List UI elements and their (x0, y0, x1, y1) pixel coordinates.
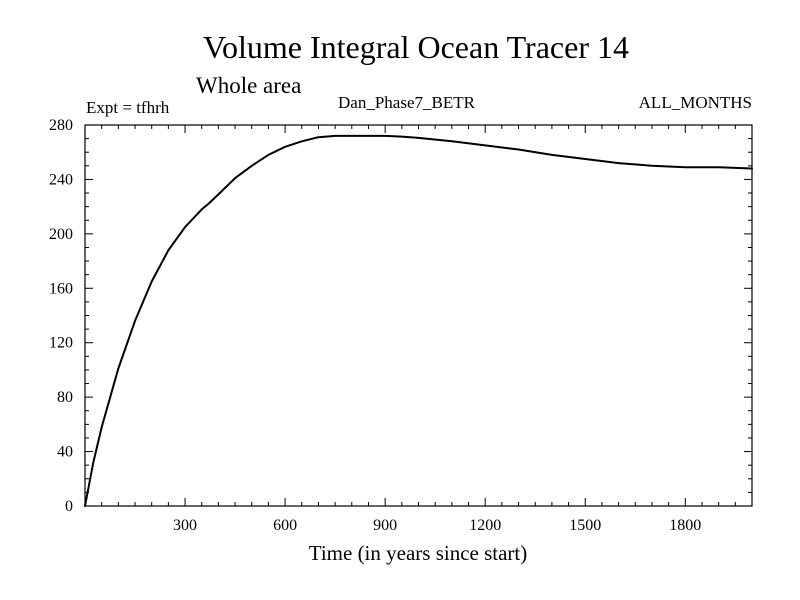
axis-ticks (85, 125, 752, 506)
chart-title: Volume Integral Ocean Tracer 14 (203, 29, 629, 65)
x-tick-label: 900 (373, 517, 397, 534)
x-tick-label: 1500 (569, 517, 601, 534)
header-months: ALL_MONTHS (639, 93, 752, 112)
y-tick-label: 80 (57, 389, 73, 406)
y-tick-label: 240 (49, 171, 73, 188)
y-tick-label: 160 (49, 280, 73, 297)
tracer-volume-line (84, 134, 753, 507)
x-tick-label: 1200 (469, 517, 501, 534)
x-tick-label: 600 (273, 517, 297, 534)
x-tick-label: 300 (173, 517, 197, 534)
x-axis-label: Time (in years since start) (309, 541, 528, 565)
y-tick-label: 40 (57, 444, 73, 461)
y-tick-label: 200 (49, 226, 73, 243)
x-tick-labels: 300 600 900 1200 1500 1800 (173, 517, 701, 534)
y-tick-label: 0 (65, 498, 73, 515)
y-tick-labels: 0 40 80 120 160 200 240 280 (49, 117, 73, 515)
y-tick-label: 120 (49, 335, 73, 352)
header-run-name: Dan_Phase7_BETR (338, 93, 476, 112)
y-tick-label: 280 (49, 117, 73, 134)
x-tick-label: 1800 (669, 517, 701, 534)
header-experiment: Expt = tfhrh (86, 98, 170, 117)
plot-frame (84, 124, 753, 507)
chart-subtitle: Whole area (196, 73, 301, 98)
